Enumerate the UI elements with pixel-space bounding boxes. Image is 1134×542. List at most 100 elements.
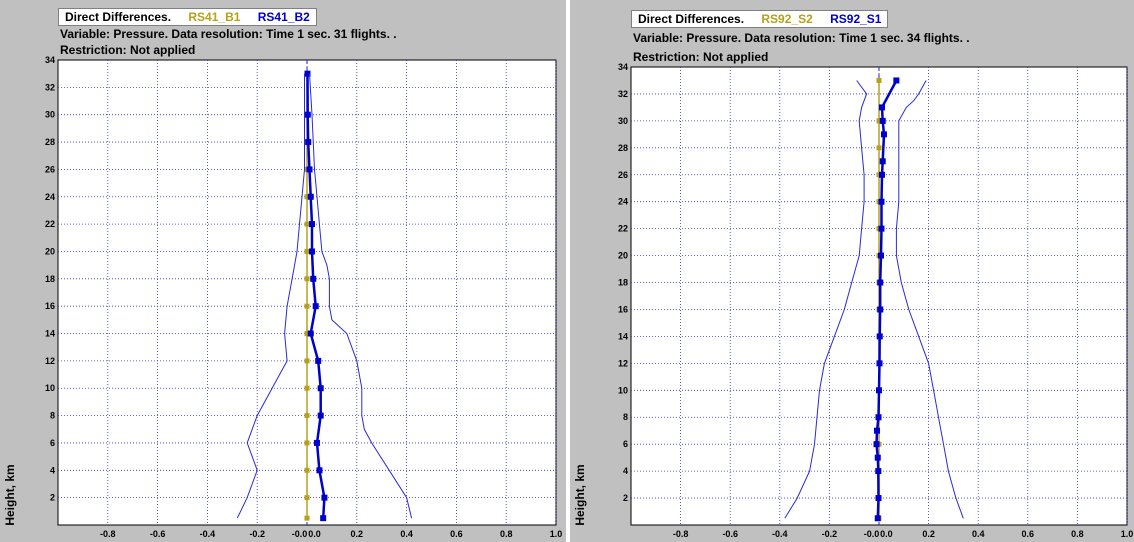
x-tick-label: 0.8 (500, 529, 513, 539)
legend-box: Direct Differences. RS41_B1 RS41_B2 (58, 8, 317, 26)
y-tick-label: 16 (45, 301, 55, 311)
restriction-line: Restriction: Not applied (633, 50, 769, 64)
envelope-line-upper (309, 73, 413, 519)
y-tick-label: 20 (45, 246, 55, 256)
x-tick-label: -0.4 (772, 529, 788, 539)
series-point-mean (878, 171, 885, 178)
series-point-mean (304, 111, 311, 118)
series-point-mean (310, 275, 317, 282)
series-point-mean (878, 198, 885, 205)
y-tick-label: 4 (50, 465, 55, 475)
x-tick-label: 1.0 (550, 529, 563, 539)
chart-left: -0.8 -0.6 -0.4 -0.2 -0.0 0.0 0.2 0.4 0.6 0.8 1.024… (3, 55, 563, 539)
series-point-mean (874, 515, 881, 522)
y-tick-label: 20 (618, 251, 628, 261)
y-tick-label: 26 (45, 164, 55, 174)
legend-series-mean: RS41_B2 (257, 10, 310, 24)
y-tick-label: 10 (45, 383, 55, 393)
series-point-mean (875, 414, 882, 421)
series-point-mean (874, 427, 881, 434)
x-tick-label: 0.6 (1022, 529, 1035, 539)
variable-line: Variable: Pressure. Data resolution: Tim… (60, 27, 397, 41)
series-point-mean (877, 306, 884, 313)
series-point-reference (876, 77, 882, 83)
y-tick-label: 34 (618, 62, 628, 72)
series-point-reference (304, 276, 310, 282)
y-tick-label: 4 (623, 466, 628, 476)
series-point-mean (316, 467, 323, 474)
x-tick-label: 0.4 (400, 529, 413, 539)
legend-title: Direct Differences. (638, 12, 745, 26)
series-point-reference (304, 413, 310, 419)
series-point-mean (307, 330, 314, 337)
y-tick-label: 18 (618, 278, 628, 288)
series-point-reference (304, 358, 310, 364)
y-tick-label: 30 (45, 110, 55, 120)
series-point-reference (876, 145, 882, 151)
x-tick-label: -0.2 (822, 529, 838, 539)
x-tick-label: -0.8 (673, 529, 689, 539)
y-tick-label: 16 (618, 304, 628, 314)
y-tick-label: 2 (623, 493, 628, 503)
variable-line: Variable: Pressure. Data resolution: Tim… (633, 31, 970, 45)
x-tick-label: -0.6 (722, 529, 738, 539)
series-point-reference (304, 440, 310, 446)
y-tick-label: 26 (618, 170, 628, 180)
series-point-mean (304, 70, 311, 77)
chart-right: -0.8 -0.6 -0.4 -0.2 -0.0 0.0 0.2 0.4 0.6 0.8 1.024… (573, 62, 1134, 539)
legend-series-reference: RS92_S2 (761, 12, 813, 26)
x-tick-label: -0.0 (292, 529, 308, 539)
y-tick-label: 8 (623, 412, 628, 422)
x-tick-label: 1.0 (1121, 529, 1134, 539)
x-tick-label: -0.4 (200, 529, 216, 539)
series-point-reference (876, 118, 882, 124)
series-point-mean (879, 158, 886, 165)
y-axis-label: Height, km (573, 464, 587, 525)
y-tick-label: 18 (45, 274, 55, 284)
legend-series-mean: RS92_S1 (830, 12, 882, 26)
series-point-mean (873, 441, 880, 448)
y-axis-label: Height, km (3, 464, 17, 525)
series-point-reference (304, 385, 310, 391)
x-tick-label: 0.0 (308, 529, 321, 539)
y-tick-label: 12 (618, 358, 628, 368)
series-point-mean (317, 385, 324, 392)
y-tick-label: 30 (618, 116, 628, 126)
x-tick-label: 0.6 (450, 529, 463, 539)
series-point-reference (304, 331, 310, 337)
series-point-mean (307, 193, 314, 200)
y-tick-label: 28 (45, 137, 55, 147)
chart-panel-right: Direct Differences. RS92_S2 RS92_S1 Vari… (570, 0, 1134, 542)
series-point-mean (878, 104, 885, 111)
series-point-mean (321, 494, 328, 501)
series-point-reference (304, 303, 310, 309)
series-point-mean (878, 225, 885, 232)
legend-title: Direct Differences. (65, 10, 172, 24)
y-tick-label: 12 (45, 356, 55, 366)
series-point-mean (312, 303, 319, 310)
envelope-line-upper (895, 80, 964, 519)
series-point-reference (304, 248, 310, 254)
y-tick-label: 14 (618, 331, 628, 341)
y-tick-label: 6 (50, 438, 55, 448)
y-tick-label: 32 (618, 89, 628, 99)
x-tick-label: -0.8 (100, 529, 116, 539)
series-point-mean (305, 139, 312, 146)
series-point-mean (876, 360, 883, 367)
x-tick-label: 0.8 (1071, 529, 1084, 539)
y-tick-label: 2 (50, 493, 55, 503)
series-point-reference (304, 221, 310, 227)
series-point-reference (304, 194, 310, 200)
y-tick-label: 6 (623, 439, 628, 449)
x-tick-label: -0.6 (150, 529, 166, 539)
series-point-mean (308, 248, 315, 255)
x-tick-label: -0.0 (864, 529, 880, 539)
series-point-mean (308, 221, 315, 228)
series-point-mean (880, 131, 887, 138)
series-point-reference (304, 495, 310, 501)
series-point-mean (306, 166, 313, 173)
series-point-mean (879, 117, 886, 124)
y-tick-label: 32 (45, 82, 55, 92)
restriction-line: Restriction: Not applied (60, 43, 196, 57)
legend-series-reference: RS41_B1 (188, 10, 241, 24)
